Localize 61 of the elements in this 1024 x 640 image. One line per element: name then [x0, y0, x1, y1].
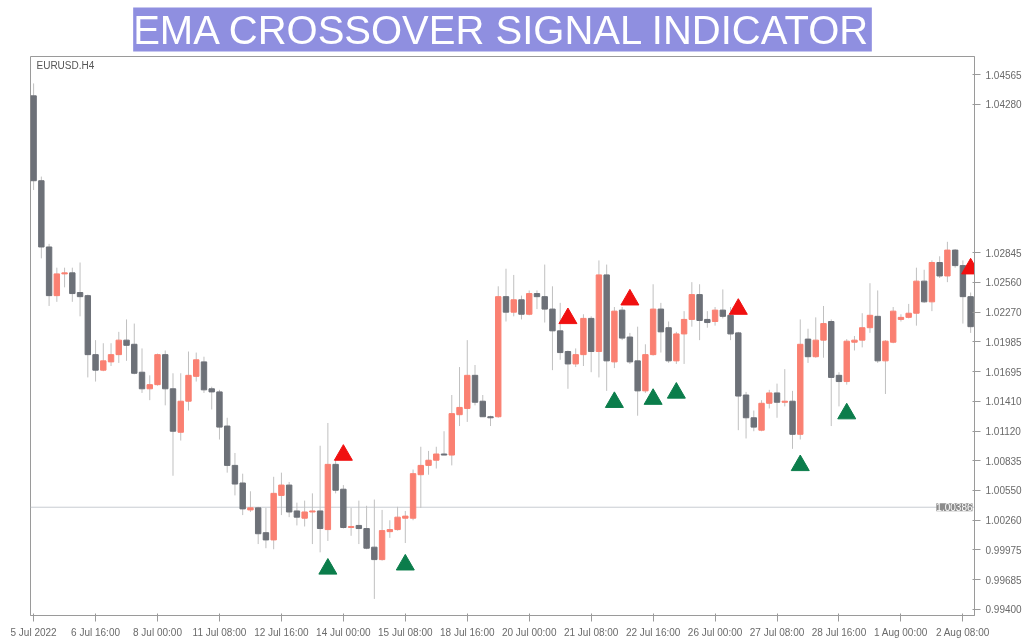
- x-tick-label: 20 Jul 00:00: [501, 626, 557, 638]
- point: [604, 391, 624, 408]
- point: [333, 444, 353, 461]
- ref-line-label: 1.00386: [936, 502, 973, 514]
- y-tick-label: 1.01120: [985, 426, 1022, 438]
- x-tick-label: 1 Aug 00:00: [873, 626, 928, 638]
- candlestick: [804, 328, 812, 364]
- candlestick: [526, 289, 533, 316]
- y-tick-label: 1.02270: [985, 307, 1023, 319]
- candlestick: [936, 255, 943, 279]
- candlestick: [781, 368, 788, 407]
- y-tick-label: 1.00550: [985, 485, 1023, 497]
- x-tick-label: 2 Aug 08:00: [935, 626, 990, 638]
- chart-title: EMA CROSSOVER SIGNAL INDICATOR: [133, 7, 869, 52]
- point: [837, 402, 857, 420]
- y-tick-label: 1.01985: [985, 336, 1023, 348]
- x-tick-label: 8 Jul 00:00: [133, 626, 183, 638]
- x-tick-label: 21 Jul 08:00: [563, 626, 619, 638]
- y-tick-label: 1.00835: [985, 455, 1023, 467]
- x-tick-label: 11 Jul 08:00: [192, 626, 247, 638]
- x-tick-label: 14 Jul 00:00: [316, 626, 372, 638]
- y-tick-label: 1.01410: [985, 396, 1023, 408]
- point: [666, 382, 686, 399]
- y-tick-label: 0.99400: [985, 604, 1023, 616]
- y-tick-label: 1.02845: [985, 247, 1023, 259]
- point: [318, 558, 338, 575]
- y-tick-label: 1.04280: [985, 99, 1023, 111]
- x-tick-label: 15 Jul 08:00: [378, 626, 433, 638]
- candlestick: [711, 306, 719, 327]
- point: [728, 298, 748, 315]
- x-tick-label: 5 Jul 2022: [10, 626, 58, 638]
- candlestick: [866, 282, 874, 334]
- x-tick-label: 28 Jul 16:00: [811, 626, 867, 638]
- x-tick-label: 12 Jul 16:00: [254, 626, 310, 638]
- y-tick-label: 1.02560: [985, 277, 1023, 289]
- candlestick: [518, 295, 525, 320]
- candlestick: [347, 507, 355, 537]
- y-tick-label: 1.00260: [985, 515, 1023, 527]
- point: [643, 388, 663, 405]
- candlestick: [440, 430, 448, 456]
- x-tick-label: 26 Jul 00:00: [687, 626, 743, 638]
- point: [790, 454, 810, 472]
- point: [395, 553, 415, 571]
- y-tick-label: 0.99975: [985, 544, 1023, 556]
- y-tick-label: 0.99685: [985, 574, 1023, 586]
- point: [620, 288, 640, 306]
- x-tick-label: 27 Jul 08:00: [749, 626, 805, 638]
- candlestick: [502, 268, 510, 323]
- candlestick: [773, 383, 781, 419]
- point: [558, 307, 578, 325]
- x-tick-label: 6 Jul 16:00: [71, 626, 121, 638]
- candlestick: [247, 490, 254, 513]
- candlestick: [920, 269, 928, 304]
- annotation: EURUSD.H4: [36, 59, 95, 71]
- x-tick-label: 22 Jul 16:00: [625, 626, 681, 638]
- candlestick: [510, 274, 517, 317]
- candlestick: [316, 445, 324, 553]
- candlestick: [750, 410, 757, 432]
- x-tick-label: 18 Jul 16:00: [440, 626, 495, 638]
- y-tick-label: 1.04565: [985, 69, 1023, 81]
- y-tick-label: 1.01695: [985, 366, 1023, 378]
